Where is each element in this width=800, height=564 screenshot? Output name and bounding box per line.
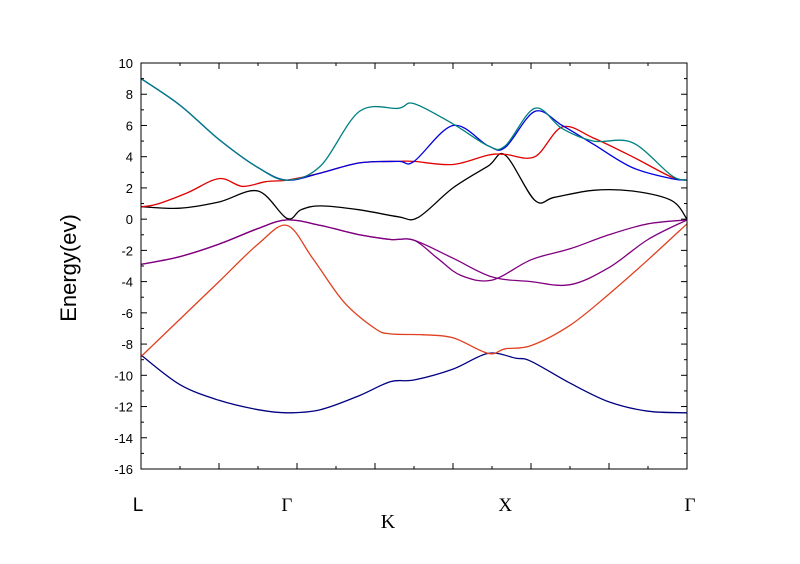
y-tick-label: -6 [121,306,133,321]
band-line-8 [140,78,688,181]
y-tick-label: -16 [114,462,133,477]
y-tick-label: 2 [126,181,133,196]
y-tick-label: 8 [126,87,133,102]
k-point-label: Γ [281,495,292,516]
k-point-label: L [133,495,144,516]
y-tick-label: -2 [121,243,133,258]
x-axis-label: K [381,511,396,533]
y-tick-label: 0 [126,212,133,227]
band-line-2 [140,223,688,358]
y-axis: 10 8 6 4 2 0 -2 -4 -6 -8 -10 -12 -14 -16 [114,56,687,477]
y-tick-label: -4 [121,275,133,290]
k-point-label: Γ [685,495,696,516]
series-layer [140,78,688,414]
y-tick-label: -10 [114,368,133,383]
band-line-6 [140,125,688,208]
y-tick-label: 6 [126,118,133,133]
band-line-4 [140,219,688,282]
y-tick-label: -12 [114,400,133,415]
band-line-1 [140,352,688,414]
y-tick-label: 4 [126,150,133,165]
y-axis-label: Energy(ev) [56,214,81,322]
band-line-5 [140,152,688,221]
y-tick-label: 10 [119,56,133,71]
y-tick-label: -14 [114,431,133,446]
k-point-label: X [498,495,512,516]
y-tick-label: -8 [121,337,133,352]
